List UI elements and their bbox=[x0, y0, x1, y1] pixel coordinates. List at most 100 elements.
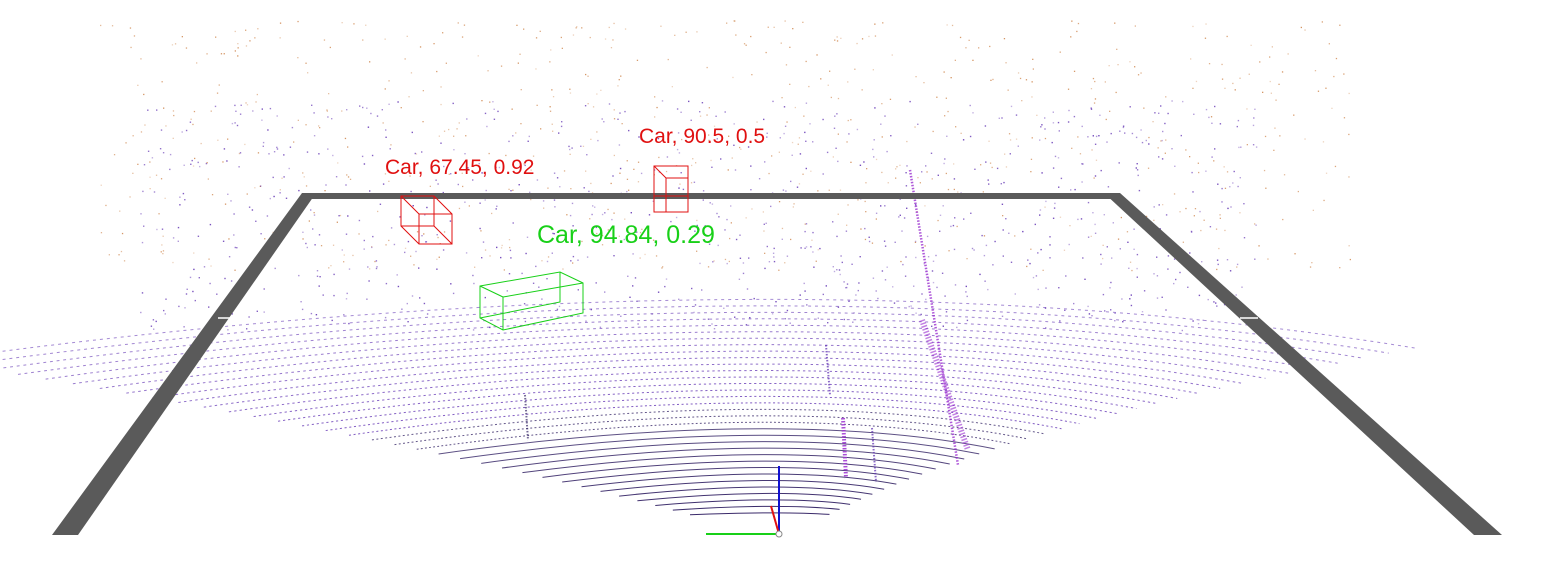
cloud-point bbox=[1153, 273, 1155, 275]
cloud-point bbox=[944, 158, 946, 160]
cloud-point bbox=[877, 297, 879, 300]
cloud-point bbox=[220, 53, 223, 55]
cloud-point bbox=[1015, 138, 1018, 140]
cloud-point bbox=[1147, 167, 1150, 169]
cloud-point bbox=[1229, 270, 1232, 272]
cloud-point bbox=[872, 148, 874, 151]
cloud-point bbox=[726, 218, 728, 221]
cloud-point bbox=[556, 177, 559, 179]
cloud-point bbox=[953, 188, 955, 191]
cloud-point bbox=[1090, 88, 1093, 90]
cloud-point bbox=[521, 272, 523, 275]
cloud-point bbox=[654, 96, 656, 98]
cloud-point bbox=[404, 172, 406, 174]
cloud-point bbox=[508, 188, 510, 190]
cloud-point bbox=[773, 260, 776, 263]
cloud-point bbox=[822, 173, 824, 175]
scan-ring bbox=[277, 382, 1118, 422]
cloud-point bbox=[1213, 160, 1215, 162]
cloud-point bbox=[966, 258, 968, 260]
cloud-point bbox=[1108, 65, 1110, 67]
cloud-point bbox=[1270, 92, 1272, 94]
cloud-point bbox=[902, 263, 904, 266]
gt-box[interactable] bbox=[479, 271, 584, 331]
cloud-point bbox=[512, 222, 514, 224]
cloud-point bbox=[1133, 248, 1135, 250]
cloud-point bbox=[318, 153, 320, 155]
cloud-point bbox=[905, 256, 907, 258]
cloud-point bbox=[313, 112, 315, 114]
cloud-point bbox=[1343, 73, 1345, 75]
cloud-point bbox=[326, 109, 328, 111]
pred-box-2[interactable] bbox=[653, 165, 689, 213]
cloud-point bbox=[224, 277, 226, 280]
cloud-point bbox=[784, 262, 786, 264]
cloud-point bbox=[390, 144, 392, 146]
cloud-point bbox=[197, 161, 199, 164]
cloud-point bbox=[778, 201, 781, 203]
cloud-point bbox=[873, 139, 875, 141]
cloud-point bbox=[1081, 163, 1083, 165]
cloud-point bbox=[1090, 107, 1092, 109]
cloud-point bbox=[865, 182, 867, 184]
cloud-point bbox=[974, 168, 976, 170]
cloud-point bbox=[644, 253, 646, 256]
cloud-point bbox=[884, 279, 887, 281]
cloud-point bbox=[640, 172, 643, 175]
cloud-point bbox=[1314, 70, 1317, 72]
cloud-point bbox=[692, 158, 694, 160]
cloud-point bbox=[1275, 99, 1277, 101]
cloud-point bbox=[580, 145, 582, 147]
cloud-point bbox=[237, 55, 239, 57]
cloud-point bbox=[155, 174, 158, 176]
cloud-point bbox=[789, 46, 791, 48]
cloud-point bbox=[261, 108, 263, 110]
cloud-point bbox=[782, 189, 785, 191]
cloud-point bbox=[1041, 124, 1043, 126]
cloud-point bbox=[523, 164, 525, 166]
cloud-point bbox=[238, 166, 240, 168]
cloud-point bbox=[1174, 165, 1176, 167]
cloud-point bbox=[171, 44, 174, 46]
cloud-point bbox=[661, 267, 663, 269]
cloud-point bbox=[711, 203, 714, 205]
cloud-point bbox=[343, 314, 345, 316]
cloud-point bbox=[699, 262, 701, 265]
cloud-point bbox=[248, 316, 250, 318]
cloud-point bbox=[199, 165, 201, 168]
cloud-point bbox=[826, 151, 829, 154]
cloud-point bbox=[802, 173, 804, 175]
cloud-point bbox=[604, 212, 606, 214]
cloud-point bbox=[400, 107, 402, 109]
pred-box-1[interactable] bbox=[400, 195, 453, 245]
cloud-point bbox=[1109, 110, 1111, 112]
cloud-point bbox=[1164, 122, 1166, 125]
cloud-point bbox=[1312, 209, 1314, 211]
cloud-point bbox=[237, 43, 239, 45]
cloud-point bbox=[156, 109, 158, 111]
cloud-point bbox=[536, 179, 539, 181]
cloud-point bbox=[369, 268, 371, 270]
cloud-point bbox=[1137, 174, 1139, 177]
cloud-point bbox=[1311, 262, 1313, 264]
cloud-point bbox=[302, 172, 304, 174]
cloud-point bbox=[712, 261, 714, 263]
cloud-point bbox=[536, 104, 538, 106]
cloud-point bbox=[485, 189, 487, 192]
cloud-point bbox=[833, 270, 836, 273]
cloud-point bbox=[634, 277, 637, 279]
cloud-point bbox=[283, 176, 285, 178]
cloud-point bbox=[1349, 258, 1351, 261]
cloud-point bbox=[899, 164, 901, 166]
cloud-point bbox=[925, 298, 927, 301]
cloud-point bbox=[735, 238, 738, 241]
cloud-point bbox=[1111, 257, 1113, 259]
cloud-point bbox=[1167, 255, 1170, 257]
cloud-point bbox=[803, 115, 805, 117]
scan-ring bbox=[416, 421, 1011, 450]
cloud-point bbox=[854, 68, 856, 70]
cloud-point bbox=[450, 173, 452, 175]
cloud-point bbox=[796, 186, 799, 188]
cloud-point bbox=[641, 228, 643, 230]
